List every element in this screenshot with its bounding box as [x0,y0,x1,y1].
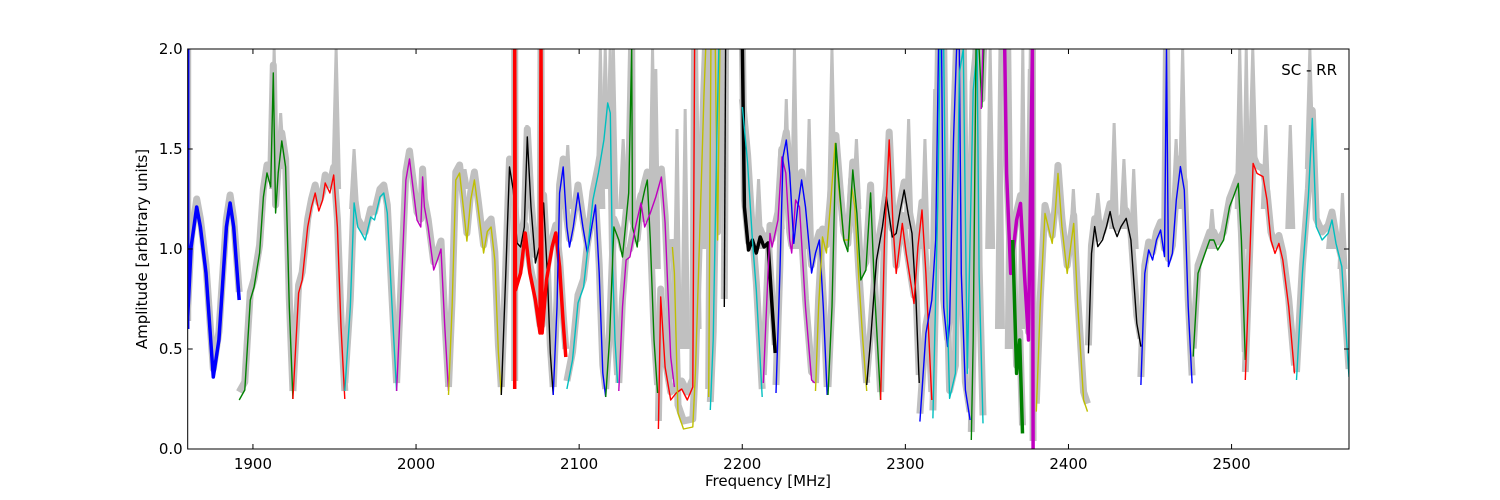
series-line-12 [657,49,696,430]
series-line-36 [1295,117,1350,381]
envelope-spike-16 [680,109,691,349]
envelope-spike-14 [650,69,661,269]
series-line-10 [605,49,659,398]
series-layer [187,49,1350,449]
x-tick-label: 2000 [397,455,435,473]
series-line-29 [1002,49,1035,449]
series-line-23 [866,189,920,386]
y-tick-label: 0.0 [159,440,183,458]
envelope-spike-46 [1285,125,1296,229]
envelope-spike-2 [331,49,342,189]
envelope-spike-37 [1118,159,1129,229]
series-line-34 [1192,182,1246,361]
envelope-trace-22 [824,131,885,393]
series-line-27 [970,49,985,441]
envelope-spike-25 [851,139,862,209]
x-tick-label: 2300 [886,455,924,473]
ticks-layer: 1900 2000 2100 2200 2300 2400 2500 0.0 0.5 1.0 1.5… [159,40,1349,473]
series-line-31 [1035,172,1089,412]
y-tick-label: 1.5 [159,140,183,158]
series-line-0 [187,49,241,379]
envelope-spike-44 [1247,49,1258,169]
series-line-3 [344,192,398,392]
series-line-4 [395,158,450,392]
series-line-15 [709,49,720,411]
series-line-24 [879,139,933,401]
envelope-spike-41 [1206,209,1217,249]
envelope-spike-43 [1241,49,1252,249]
series-line-2 [292,174,346,400]
envelope-spike-3 [349,149,360,209]
envelope-spike-48 [1326,209,1337,249]
envelope-spike-42 [1234,49,1245,209]
series-line-30 [1010,239,1025,434]
x-tick-label: 2100 [560,455,598,473]
series-line-5 [447,172,502,396]
envelope-spike-36 [1109,123,1120,229]
series-line-18 [741,106,763,398]
envelope-spike-21 [781,99,792,209]
series-line-22 [827,142,882,401]
series-line-28 [980,49,984,110]
envelope-spike-38 [1128,169,1139,249]
x-axis-label: Frequency [MHz] [705,472,831,490]
envelope-spike-35 [1092,193,1103,229]
series-line-35 [1244,162,1296,381]
envelope-spike-18 [701,49,712,249]
series-line-8 [552,166,607,398]
y-tick-label: 1.0 [159,240,183,258]
series-line-19 [762,156,816,384]
series-line-20 [775,139,828,396]
annotation-label: SC - RR [1281,61,1337,79]
envelope-trace-5 [445,161,505,388]
envelope-spike-29 [985,49,996,249]
envelope-spike-34 [1068,189,1079,249]
series-line-13 [671,49,707,430]
envelope-spike-4 [459,169,470,189]
envelope-trace-4 [393,147,452,384]
y-tick-label: 2.0 [159,40,183,58]
y-axis-label: Amplitude [arbitrary units] [133,149,151,349]
series-line-14 [708,49,721,398]
series-line-1 [238,72,294,401]
x-tick-label: 2500 [1212,455,1250,473]
series-line-17 [740,49,777,354]
series-line-11 [618,176,676,392]
envelope-spike-30 [994,49,1005,329]
x-tick-label: 2400 [1049,455,1087,473]
envelope-spike-49 [1337,193,1348,269]
envelope-spike-24 [826,49,837,209]
envelope-spike-45 [1260,125,1271,209]
x-tick-label: 1900 [234,455,272,473]
y-tick-label: 0.5 [159,340,183,358]
series-line-16 [723,49,727,308]
envelope-spike-22 [789,49,800,249]
envelope-spike-19 [753,179,764,249]
series-line-6 [500,136,554,396]
series-line-33 [1140,49,1193,386]
series-line-32 [1087,210,1142,354]
x-tick-label: 2200 [723,455,761,473]
